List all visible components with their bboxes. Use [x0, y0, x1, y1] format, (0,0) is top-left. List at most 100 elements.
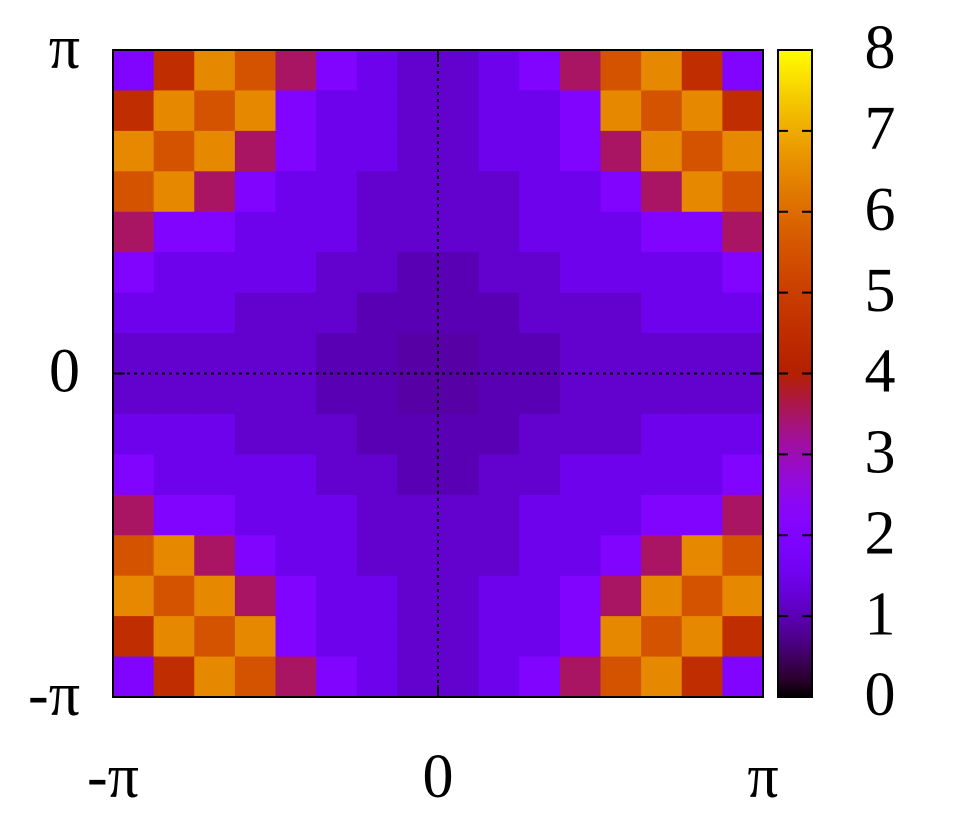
- heatmap-cell: [438, 252, 480, 294]
- heatmap-cell: [681, 535, 723, 577]
- heatmap-cell: [113, 454, 155, 496]
- heatmap-cell: [356, 413, 398, 455]
- heatmap-cell: [600, 575, 642, 617]
- heatmap-cell: [316, 90, 358, 132]
- heatmap-cell: [316, 333, 358, 375]
- heatmap-cell: [275, 413, 317, 455]
- heatmap-cell: [722, 333, 764, 375]
- heatmap-cell: [397, 50, 439, 92]
- heatmap-cell: [722, 130, 764, 172]
- heatmap-cell: [559, 252, 602, 294]
- heatmap-cell: [194, 130, 236, 172]
- heatmap-cell: [478, 656, 520, 698]
- heatmap-cell: [153, 656, 195, 698]
- heatmap-cell: [559, 535, 602, 577]
- colorbar-tick-label: 0: [865, 661, 896, 729]
- heatmap-cell: [519, 171, 561, 213]
- heatmap-cell: [519, 454, 561, 496]
- heatmap-cell: [356, 292, 398, 334]
- heatmap-cell: [397, 494, 439, 536]
- heatmap-cell: [478, 535, 520, 577]
- heatmap-cell: [316, 454, 358, 496]
- heatmap-cell: [722, 373, 764, 415]
- heatmap-cell: [600, 171, 642, 213]
- heatmap-cell: [559, 130, 602, 172]
- heatmap-cell: [234, 90, 277, 132]
- heatmap-cell: [641, 616, 683, 658]
- heatmap-cell: [519, 50, 561, 92]
- heatmap-cell: [194, 656, 236, 698]
- heatmap-cell: [356, 656, 398, 698]
- heatmap-cell: [438, 90, 480, 132]
- heatmap-cell: [641, 656, 683, 698]
- y-tick-label: π: [49, 14, 80, 82]
- heatmap-cell: [438, 454, 480, 496]
- heatmap-cell: [519, 252, 561, 294]
- heatmap-cell: [113, 616, 155, 658]
- heatmap-cell: [153, 454, 195, 496]
- heatmap-cell: [113, 413, 155, 455]
- heatmap-cell: [316, 171, 358, 213]
- heatmap-cell: [397, 656, 439, 698]
- x-tick-label: 0: [423, 743, 454, 811]
- heatmap-cell: [478, 575, 520, 617]
- heatmap-cell: [356, 494, 398, 536]
- heatmap-cell: [641, 575, 683, 617]
- heatmap-cell: [275, 535, 317, 577]
- heatmap-cell: [438, 373, 480, 415]
- heatmap-cell: [478, 171, 520, 213]
- heatmap-cell: [275, 333, 317, 375]
- heatmap-cell: [153, 413, 195, 455]
- heatmap-cell: [559, 575, 602, 617]
- heatmap-cell: [600, 211, 642, 253]
- heatmap-cell: [478, 454, 520, 496]
- heatmap-cell: [275, 575, 317, 617]
- heatmap-cell: [113, 171, 155, 213]
- heatmap-cell: [600, 494, 642, 536]
- heatmap-cell: [478, 211, 520, 253]
- heatmap-cell: [559, 454, 602, 496]
- heatmap-cell: [722, 413, 764, 455]
- heatmap-cell: [641, 252, 683, 294]
- heatmap-cell: [113, 211, 155, 253]
- heatmap-cell: [316, 535, 358, 577]
- heatmap-cell: [194, 373, 236, 415]
- heatmap-cell: [559, 171, 602, 213]
- heatmap-cell: [194, 90, 236, 132]
- heatmap-cell: [153, 50, 195, 92]
- heatmap-cell: [641, 333, 683, 375]
- heatmap-cell: [478, 90, 520, 132]
- heatmap-cell: [153, 333, 195, 375]
- heatmap-cell: [438, 575, 480, 617]
- heatmap-cell: [194, 616, 236, 658]
- heatmap-cell: [397, 130, 439, 172]
- heatmap-cell: [478, 333, 520, 375]
- heatmap-cell: [356, 373, 398, 415]
- heatmap-cell: [153, 90, 195, 132]
- heatmap-cell: [153, 494, 195, 536]
- heatmap-cell: [681, 171, 723, 213]
- heatmap-cell: [559, 494, 602, 536]
- heatmap-cell: [519, 616, 561, 658]
- y-tick-label: -π: [28, 661, 80, 729]
- heatmap-cell: [681, 656, 723, 698]
- heatmap-cell: [397, 454, 439, 496]
- heatmap-cell: [234, 252, 277, 294]
- heatmap-cell: [113, 292, 155, 334]
- heatmap-cell: [316, 50, 358, 92]
- heatmap-cell: [356, 252, 398, 294]
- heatmap-cell: [234, 373, 277, 415]
- heatmap-cell: [397, 575, 439, 617]
- heatmap-cell: [438, 130, 480, 172]
- heatmap-cell: [559, 211, 602, 253]
- heatmap-cell: [397, 535, 439, 577]
- heatmap-cell: [438, 656, 480, 698]
- heatmap-cell: [194, 535, 236, 577]
- heatmap-cell: [113, 50, 155, 92]
- heatmap-cell: [600, 616, 642, 658]
- heatmap-cell: [559, 616, 602, 658]
- x-tick-label: -π: [87, 743, 139, 811]
- heatmap-cell: [356, 171, 398, 213]
- heatmap-cell: [234, 292, 277, 334]
- heatmap-cell: [600, 413, 642, 455]
